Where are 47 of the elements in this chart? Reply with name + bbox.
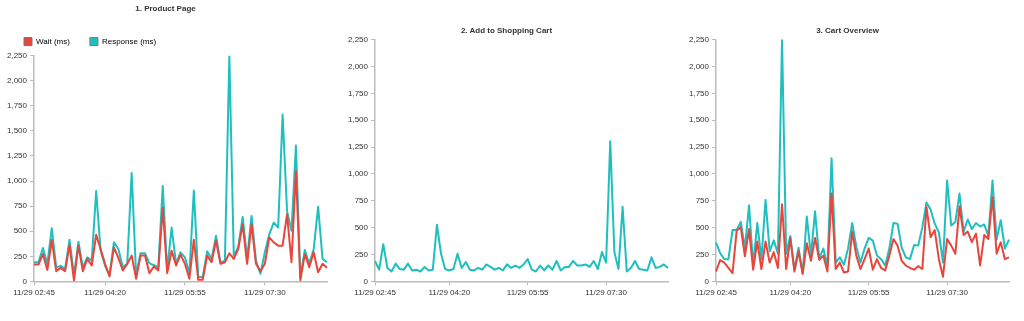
legend-label: Wait (ms): [36, 36, 71, 46]
x-tick-label: 11/29 07:30: [926, 288, 969, 298]
y-tick-label: 1,000: [688, 169, 710, 179]
x-tick-label: 11/29 07:30: [244, 288, 287, 298]
y-tick-label: 2,250: [688, 34, 710, 44]
y-tick-label: 500: [695, 222, 710, 232]
x-tick-label: 11/29 04:20: [769, 288, 812, 298]
y-tick-label: 1,750: [6, 100, 28, 110]
y-tick-label: 1,250: [688, 142, 710, 152]
x-tick-label: 11/29 02:45: [13, 288, 56, 298]
legend-label: Response (ms): [101, 36, 157, 46]
y-tick-label: 750: [354, 196, 369, 205]
y-tick-label: 1,000: [347, 169, 369, 179]
y-tick-label: 250: [695, 249, 710, 259]
y-tick-label: 1,250: [347, 142, 369, 152]
chart-title: 2. Add to Shopping Cart: [460, 26, 553, 35]
y-tick-label: 500: [354, 222, 369, 232]
y-tick-label: 0: [363, 276, 369, 286]
x-tick-label: 11/29 05:55: [506, 288, 550, 298]
y-tick-label: 2,000: [688, 61, 710, 71]
y-tick-label: 1,750: [347, 88, 369, 98]
y-tick-label: 0: [22, 276, 28, 286]
y-tick-label: 1,000: [6, 176, 28, 186]
x-tick-label: 11/29 04:20: [84, 288, 127, 298]
x-tick-label: 11/29 02:45: [695, 288, 738, 298]
y-tick-label: 2,250: [6, 50, 28, 60]
y-tick-label: 2,000: [347, 61, 369, 71]
y-tick-label: 2,250: [347, 34, 369, 44]
x-tick-label: 11/29 07:30: [585, 288, 628, 298]
x-tick-label: 11/29 04:20: [428, 288, 471, 298]
y-tick-label: 1,500: [6, 126, 28, 136]
y-tick-label: 250: [13, 251, 28, 261]
chart-title: 1. Product Page: [135, 4, 197, 13]
x-tick-label: 11/29 02:45: [354, 288, 397, 298]
y-tick-label: 1,750: [688, 88, 710, 98]
x-tick-label: 11/29 05:55: [164, 288, 207, 298]
y-tick-label: 750: [13, 201, 28, 211]
x-tick-label: 11/29 05:55: [847, 288, 891, 298]
y-tick-label: 1,500: [347, 115, 369, 125]
y-tick-label: 2,000: [6, 75, 28, 85]
y-tick-label: 1,500: [688, 115, 710, 125]
y-tick-label: 750: [695, 196, 710, 205]
y-tick-label: 250: [354, 249, 369, 259]
y-tick-label: 1,250: [6, 151, 28, 161]
y-tick-label: 500: [13, 226, 28, 236]
y-tick-label: 0: [704, 276, 710, 286]
chart-title: 3. Cart Overview: [816, 26, 880, 35]
